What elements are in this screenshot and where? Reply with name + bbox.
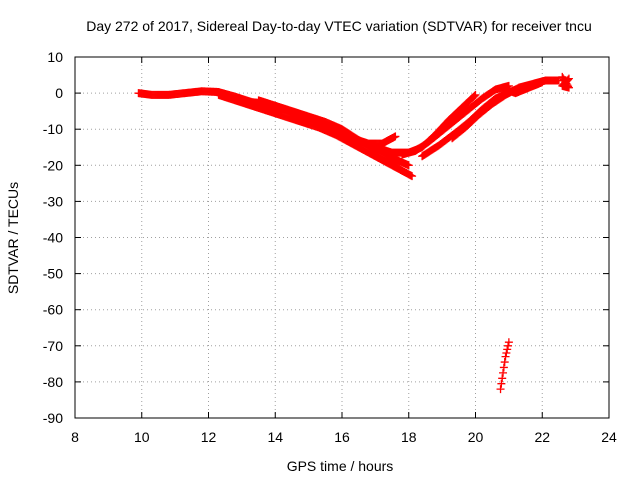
data-point <box>408 172 417 181</box>
data-point <box>501 352 510 361</box>
data-point <box>404 161 413 170</box>
y-tick-label: -20 <box>43 157 63 173</box>
y-tick-label: 10 <box>47 49 63 65</box>
axis-ticks <box>74 56 610 419</box>
data-point <box>499 368 508 377</box>
data-point <box>503 345 512 354</box>
data-point <box>469 92 478 101</box>
grid <box>75 57 609 418</box>
y-axis: 10 0 -10 -20 -30 -40 -50 -60 -70 -80 -90 <box>43 49 63 426</box>
y-tick-label: 0 <box>55 85 63 101</box>
data-point <box>504 338 513 347</box>
x-tick-label: 8 <box>71 429 79 445</box>
data-markers <box>134 72 573 394</box>
x-tick-label: 16 <box>334 429 350 445</box>
data-point <box>538 78 547 87</box>
x-tick-label: 18 <box>401 429 417 445</box>
y-tick-label: -10 <box>43 121 63 137</box>
x-axis-label: GPS time / hours <box>287 458 394 474</box>
x-tick-label: 10 <box>134 429 150 445</box>
series-track-5 <box>398 81 513 159</box>
y-tick-label: -70 <box>43 338 63 354</box>
y-tick-label: -90 <box>43 410 63 426</box>
y-tick-label: -60 <box>43 302 63 318</box>
chart-title: Day 272 of 2017, Sidereal Day-to-day VTE… <box>86 18 592 34</box>
y-tick-label: -40 <box>43 230 63 246</box>
data-point <box>497 379 506 388</box>
data-point <box>500 358 509 367</box>
y-tick-label: -80 <box>43 374 63 390</box>
data-point <box>471 90 480 99</box>
series-track-10 <box>496 338 513 394</box>
x-tick-label: 22 <box>534 429 550 445</box>
x-tick-label: 20 <box>468 429 484 445</box>
data-point <box>496 385 505 394</box>
y-axis-label: SDTVAR / TECUs <box>5 182 21 294</box>
series-track-9 <box>558 72 573 92</box>
x-tick-label: 14 <box>267 429 283 445</box>
data-point <box>391 132 400 141</box>
data-point <box>564 74 573 83</box>
x-axis: 8 10 12 14 16 18 20 22 24 <box>71 429 617 445</box>
y-tick-label: -30 <box>43 193 63 209</box>
data-point <box>502 349 511 358</box>
y-tick-label: -50 <box>43 266 63 282</box>
x-tick-label: 12 <box>201 429 217 445</box>
series-track-2 <box>214 90 417 181</box>
data-point <box>504 341 513 350</box>
data-point <box>563 75 572 84</box>
data-point <box>470 91 479 100</box>
x-tick-label: 24 <box>601 429 617 445</box>
data-point <box>499 363 508 372</box>
series-track-8 <box>501 78 547 98</box>
data-point <box>498 374 507 383</box>
